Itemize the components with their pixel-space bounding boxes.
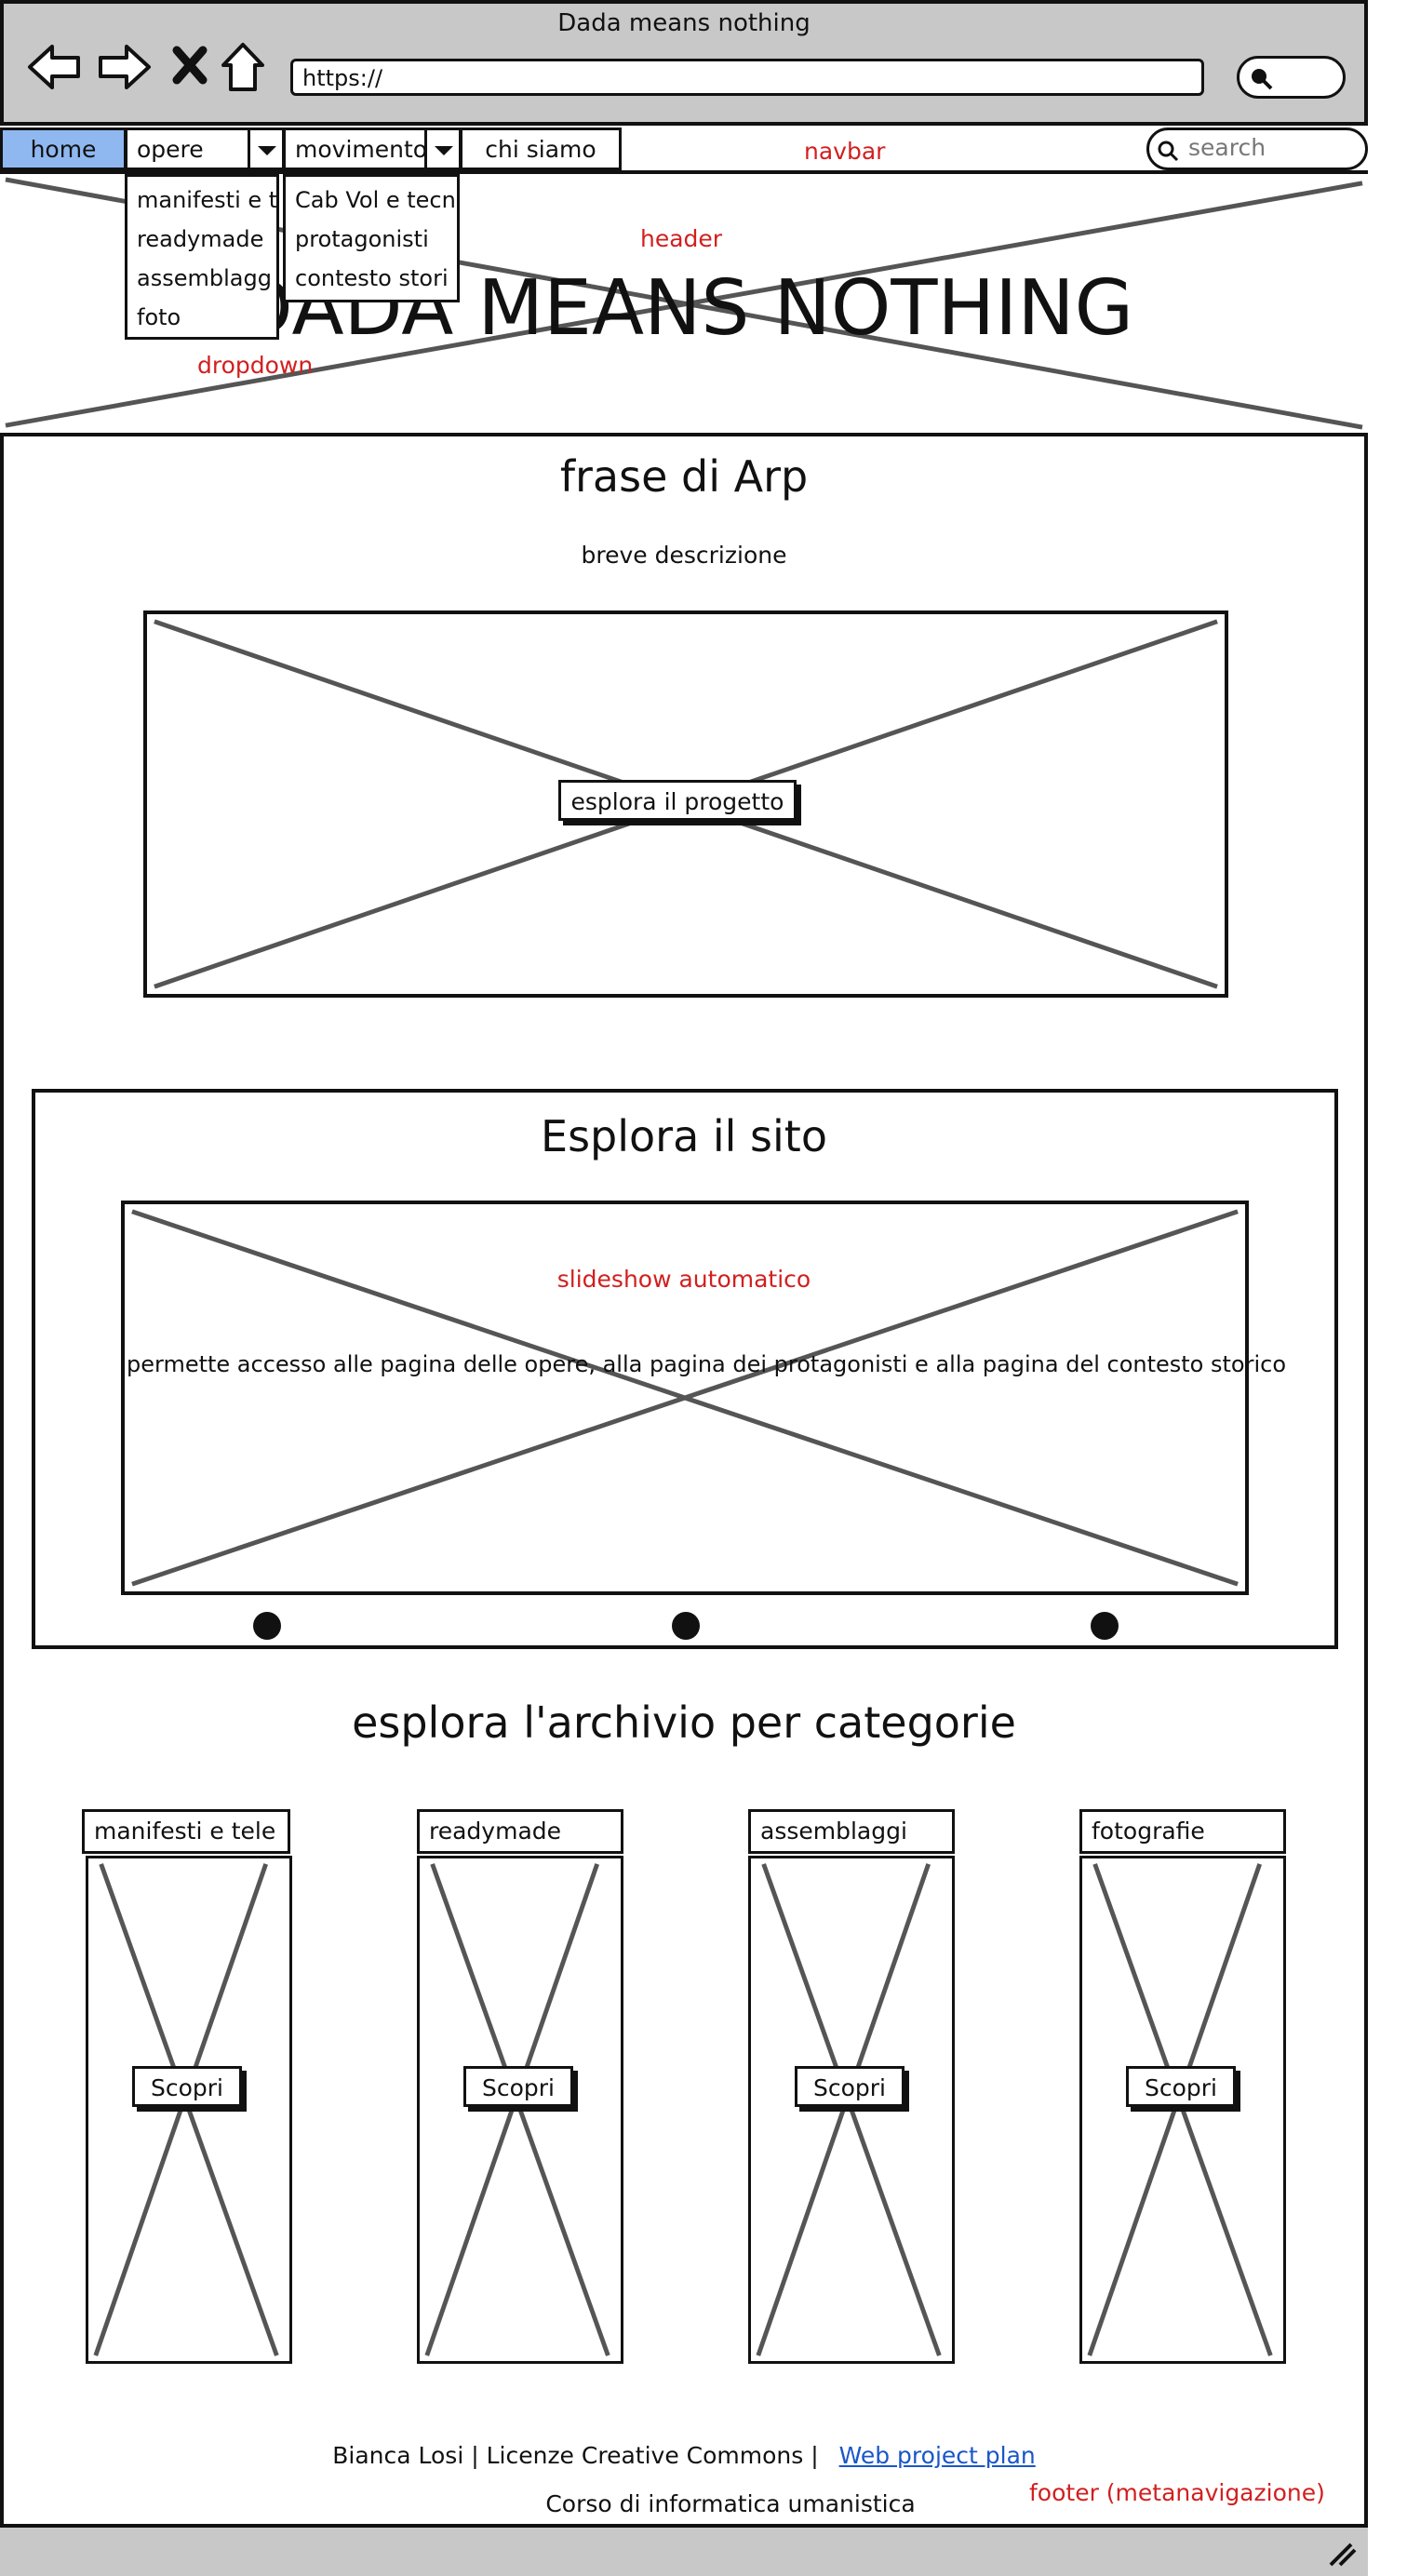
- nav-item-movimento[interactable]: movimento: [283, 127, 428, 170]
- close-icon[interactable]: [171, 45, 208, 86]
- footer-annotation: footer (metanavigazione): [1029, 2479, 1325, 2506]
- chevron-down-icon: [258, 146, 276, 155]
- dropdown-opere: manifesti e t readymade assemblagg foto: [125, 174, 279, 340]
- scopri-button[interactable]: Scopri: [1126, 2066, 1236, 2107]
- intro-heading: frase di Arp: [559, 451, 809, 502]
- explore-project-button[interactable]: esplora il progetto: [558, 780, 797, 821]
- home-icon[interactable]: [220, 41, 266, 93]
- nav-item-chi-siamo[interactable]: chi siamo: [460, 127, 622, 170]
- dropdown-item[interactable]: readymade: [137, 226, 264, 252]
- navbar-annotation: navbar: [804, 138, 886, 165]
- url-bar[interactable]: https://: [290, 59, 1204, 96]
- scopri-button[interactable]: Scopri: [132, 2066, 242, 2107]
- back-arrow-icon[interactable]: [26, 41, 82, 93]
- category-card: [86, 1856, 292, 2364]
- header-annotation: header: [640, 225, 723, 252]
- forward-arrow-icon[interactable]: [97, 41, 153, 93]
- slideshow-dot[interactable]: [253, 1612, 281, 1640]
- scopri-button[interactable]: Scopri: [463, 2066, 573, 2107]
- resize-handle-icon[interactable]: [1327, 2541, 1359, 2569]
- category-label: assemblaggi: [748, 1809, 955, 1854]
- window-title: Dada means nothing: [557, 9, 811, 37]
- dropdown-item[interactable]: manifesti e t: [137, 187, 278, 213]
- archive-heading: esplora l'archivio per categorie: [352, 1697, 1016, 1748]
- slideshow-dot[interactable]: [672, 1612, 700, 1640]
- nav-item-opere[interactable]: opere: [125, 127, 251, 170]
- nav-opere-chevron[interactable]: [248, 127, 285, 170]
- nav-movimento-chevron[interactable]: [424, 127, 462, 170]
- search-icon: [1252, 69, 1273, 90]
- dropdown-item[interactable]: assemblagg: [137, 265, 272, 291]
- category-card: [1079, 1856, 1286, 2364]
- dropdown-item[interactable]: foto: [137, 304, 181, 330]
- footer-credits: Bianca Losi | Licenze Creative Commons |: [332, 2442, 819, 2469]
- dropdown-movimento: Cab Vol e tecn protagonisti contesto sto…: [283, 174, 460, 302]
- slideshow-description: permette accesso alle pagina delle opere…: [127, 1351, 1287, 1377]
- browser-status-bar: [0, 2524, 1368, 2576]
- search-placeholder: search: [1188, 134, 1266, 161]
- category-label: fotografie: [1079, 1809, 1286, 1854]
- search-icon: [1158, 141, 1179, 162]
- category-label: manifesti e tele: [82, 1809, 290, 1854]
- category-card: [748, 1856, 955, 2364]
- browser-search-button[interactable]: [1237, 56, 1346, 99]
- dropdown-item[interactable]: contesto stori: [295, 265, 449, 291]
- dropdown-item[interactable]: Cab Vol e tecn: [295, 187, 456, 213]
- category-card: [417, 1856, 623, 2364]
- explore-heading: Esplora il sito: [541, 1111, 827, 1161]
- dropdown-item[interactable]: protagonisti: [295, 226, 429, 252]
- web-project-plan-link[interactable]: Web project plan: [838, 2442, 1036, 2469]
- slideshow-annotation: slideshow automatico: [556, 1266, 811, 1293]
- footer-credits-line: Bianca Losi | Licenze Creative Commons |…: [0, 2442, 1368, 2469]
- intro-description: breve descrizione: [581, 542, 787, 569]
- footer-course: Corso di informatica umanistica: [545, 2490, 916, 2517]
- nav-search-input[interactable]: search: [1146, 127, 1368, 170]
- scopri-button[interactable]: Scopri: [795, 2066, 904, 2107]
- slideshow[interactable]: [121, 1201, 1249, 1595]
- category-label: readymade: [417, 1809, 623, 1854]
- dropdown-annotation: dropdown: [197, 352, 314, 379]
- slideshow-dot[interactable]: [1091, 1612, 1119, 1640]
- nav-item-home[interactable]: home: [0, 127, 127, 170]
- chevron-down-icon: [435, 146, 453, 155]
